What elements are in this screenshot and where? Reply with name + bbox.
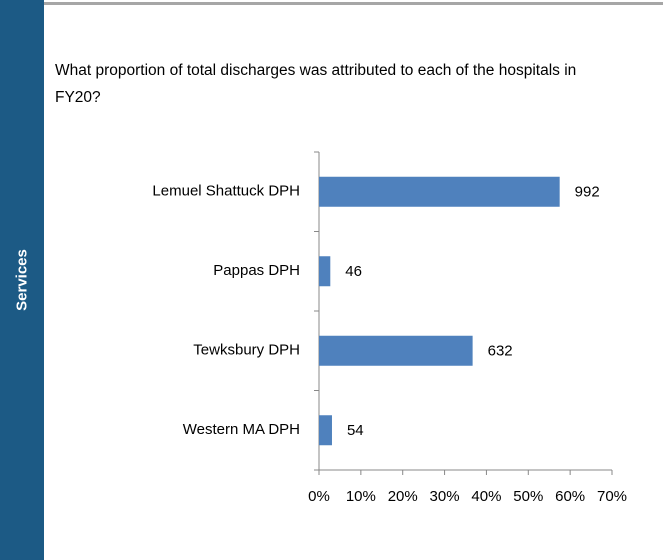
x-tick-label: 0% xyxy=(308,488,330,505)
bar xyxy=(319,256,331,287)
data-label: 632 xyxy=(488,343,513,360)
y-tick-label: Western MA DPH xyxy=(183,421,300,438)
x-tick-label: 40% xyxy=(471,488,501,505)
data-label: 54 xyxy=(347,422,364,439)
x-tick-label: 70% xyxy=(597,488,627,505)
data-label: 992 xyxy=(575,184,600,201)
x-tick-label: 50% xyxy=(513,488,543,505)
bar xyxy=(319,415,332,446)
x-tick-label: 10% xyxy=(346,488,376,505)
y-tick-label: Lemuel Shattuck DPH xyxy=(152,183,300,200)
bar xyxy=(319,176,560,207)
bar xyxy=(319,335,473,366)
sidebar: Services xyxy=(0,0,44,560)
top-rule xyxy=(44,2,663,5)
y-tick-label: Tewksbury DPH xyxy=(193,342,300,359)
x-tick-label: 20% xyxy=(388,488,418,505)
x-tick-label: 30% xyxy=(430,488,460,505)
data-label: 46 xyxy=(345,263,362,280)
x-tick-label: 60% xyxy=(555,488,585,505)
y-tick-label: Pappas DPH xyxy=(213,262,300,279)
question: What proportion of total discharges was … xyxy=(55,62,577,106)
